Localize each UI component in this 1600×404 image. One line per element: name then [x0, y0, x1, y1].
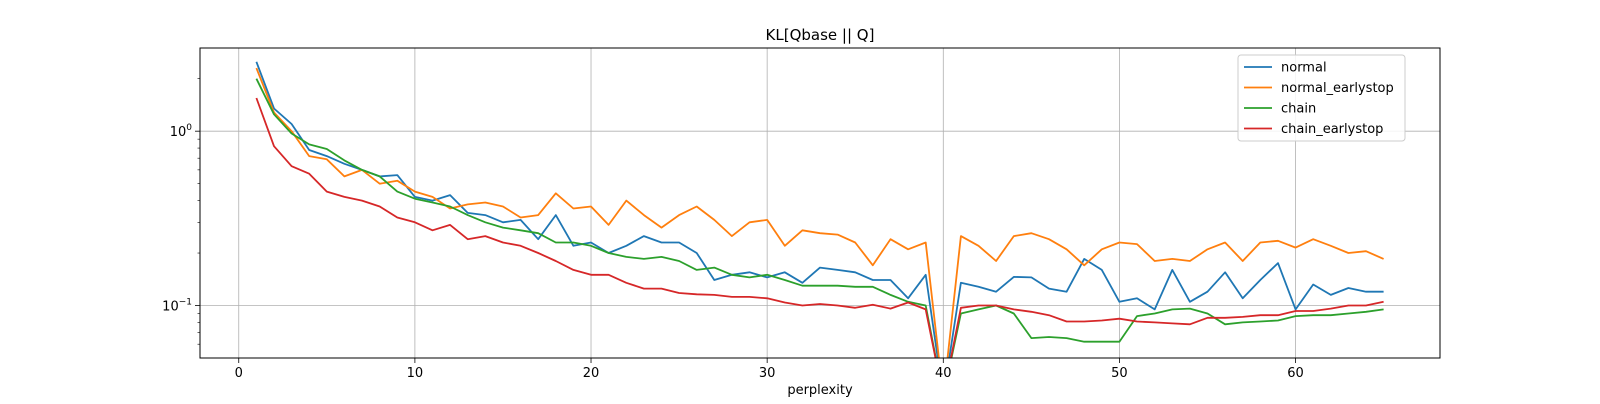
x-tick-label: 0 — [235, 366, 243, 381]
legend-label: normal — [1281, 61, 1327, 76]
x-tick-label: 30 — [759, 366, 776, 381]
x-tick-label: 10 — [407, 366, 424, 381]
x-tick-label: 60 — [1287, 366, 1304, 381]
series-line-chain — [255, 78, 1384, 358]
x-tick-label: 50 — [1111, 366, 1128, 381]
legend-label: chain — [1281, 102, 1316, 117]
series-line-normal-earlystop — [255, 67, 1384, 358]
x-tick-label: 40 — [935, 366, 952, 381]
series-lines — [255, 61, 1384, 358]
legend-box — [1237, 54, 1406, 142]
legend-label: chain_earlystop — [1281, 122, 1383, 137]
series-line-chain-earlystop — [255, 97, 1384, 358]
x-axis-label: perplexity — [787, 383, 853, 398]
x-tick-label: 20 — [583, 366, 600, 381]
legend-label: normal_earlystop — [1281, 81, 1394, 96]
chart-title: KL[Qbase || Q] — [766, 26, 875, 44]
plot-frame — [199, 47, 1441, 359]
series-line-normal — [255, 61, 1384, 358]
axis-ticks: 0 10 20 30 40 50 60 10−1 100 — [162, 78, 1304, 381]
y-tick-label: 100 — [170, 123, 193, 140]
y-tick-label: 10−1 — [162, 298, 192, 315]
